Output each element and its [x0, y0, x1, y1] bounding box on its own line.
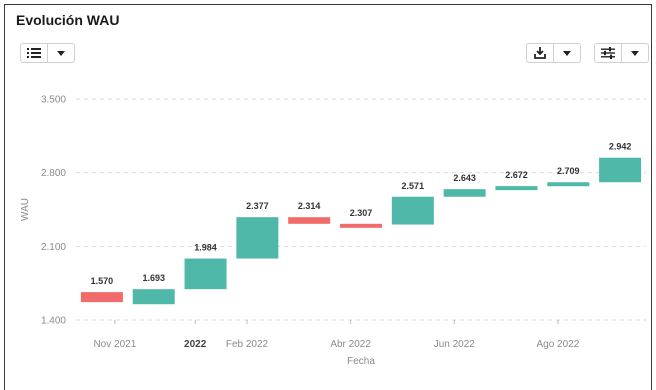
waterfall-bar [599, 157, 642, 183]
download-group[interactable] [526, 43, 581, 63]
bar-value-label: 1.570 [91, 276, 114, 286]
list-view-button[interactable] [21, 44, 47, 62]
chevron-down-icon [631, 50, 639, 56]
settings-dropdown-button[interactable] [621, 44, 648, 62]
waterfall-bar [547, 182, 590, 187]
grid-lines [76, 98, 646, 321]
bar-value-label: 2.942 [609, 142, 632, 152]
settings-button[interactable] [595, 44, 621, 62]
x-axis-title: Fecha [347, 356, 375, 367]
y-tick-label: 2.100 [41, 242, 66, 253]
download-icon [534, 47, 546, 59]
waterfall-bar [184, 258, 227, 290]
bars [80, 157, 642, 305]
y-tick-label: 1.400 [41, 316, 66, 327]
x-tick-label: Jun 2022 [434, 339, 476, 350]
waterfall-bar [288, 217, 331, 224]
sliders-icon [601, 47, 615, 59]
chevron-down-icon [563, 50, 571, 56]
bar-value-label: 2.709 [557, 166, 580, 176]
x-axis: Nov 2021 2022 Feb 2022 Abr 2022 Jun 2022 Ago … [93, 320, 580, 350]
bar-value-label: 1.693 [142, 273, 165, 283]
waterfall-bar [80, 292, 123, 303]
bar-value-label: 2.643 [453, 173, 476, 183]
x-tick-label: 2022 [184, 339, 207, 350]
bar-value-label: 1.984 [194, 243, 217, 253]
bar-value-label: 2.307 [350, 208, 373, 218]
chevron-down-icon [57, 50, 65, 56]
y-tick-label: 3.500 [41, 95, 66, 106]
chart-panel [4, 4, 652, 390]
waterfall-bar [340, 223, 382, 228]
download-button[interactable] [527, 44, 553, 62]
x-tick-label: Feb 2022 [226, 339, 269, 350]
bar-value-label: 2.314 [298, 201, 321, 211]
x-tick-label: Abr 2022 [330, 339, 371, 350]
y-axis: 1.400 2.100 2.800 3.500 [41, 95, 66, 327]
x-tick-label: Ago 2022 [536, 339, 579, 350]
bar-value-label: 2.377 [246, 201, 269, 211]
download-dropdown-button[interactable] [553, 44, 580, 62]
view-dropdown-button[interactable] [47, 44, 74, 62]
waterfall-bar [443, 189, 486, 197]
data-labels: 1.570 1.693 1.984 2.377 2.314 2.307 2.571 2.643… [91, 142, 632, 286]
view-toggle-group[interactable] [20, 43, 75, 63]
x-tick-label: Nov 2021 [93, 339, 136, 350]
waterfall-bar [236, 217, 279, 259]
chart-title: Evolución WAU [16, 12, 120, 28]
waterfall-bar [495, 186, 538, 191]
bar-value-label: 2.672 [505, 170, 528, 180]
waterfall-bar [132, 289, 175, 305]
y-tick-label: 2.800 [41, 168, 66, 179]
bar-value-label: 2.571 [402, 181, 425, 191]
waterfall-bar [391, 196, 434, 225]
list-icon [27, 48, 41, 58]
settings-group[interactable] [594, 43, 649, 63]
y-axis-title: WAU [20, 198, 31, 221]
